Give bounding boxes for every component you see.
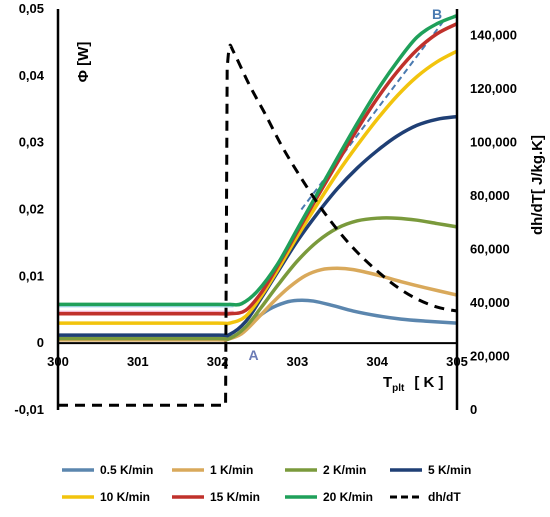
legend-label-dh-dt: dh/dT xyxy=(428,490,461,504)
y-right-tick-label: 40,000 xyxy=(470,295,510,310)
x-tick-label: 300 xyxy=(47,354,69,369)
series-line-15-k-min xyxy=(58,22,458,316)
y-right-tick-label: 20,000 xyxy=(470,349,510,364)
legend-label-15-k-min: 15 K/min xyxy=(210,490,260,504)
series-line-20-k-min xyxy=(57,14,458,307)
y-left-tick-label: 0,01 xyxy=(19,268,44,283)
series-line-5-k-min xyxy=(58,114,458,338)
x-axis-title-main: T xyxy=(383,374,392,391)
legend-label-0-5-k-min: 0.5 K/min xyxy=(100,463,153,477)
legend-label-1-k-min: 1 K/min xyxy=(210,463,253,477)
annotation-a: A xyxy=(248,347,258,363)
x-axis-title-sub: plt xyxy=(392,383,405,394)
series-layer xyxy=(57,14,458,407)
y-right-tick-label: 0 xyxy=(470,402,477,417)
legend-label-2-k-min: 2 K/min xyxy=(323,463,366,477)
y-right-axis-title: dh/dT[ J/kg.K] xyxy=(529,135,546,235)
series-line-2-k-min xyxy=(57,216,458,342)
x-tick-label: 303 xyxy=(287,354,309,369)
y-left-tick-label: 0,04 xyxy=(19,68,45,83)
y-left-axis-title: Φ [W] xyxy=(75,42,92,83)
x-axis-title: Tplt [ K ] xyxy=(383,374,444,394)
y-left-tick-label: 0,03 xyxy=(19,135,44,150)
y-right-tick-label: 80,000 xyxy=(470,188,510,203)
series-line-10-k-min xyxy=(57,49,458,326)
series-line-dh-dt xyxy=(58,43,458,407)
y-right-tick-label: 120,000 xyxy=(470,81,517,96)
x-tick-label: 301 xyxy=(127,354,149,369)
y-left-tick-label: 0 xyxy=(37,335,44,350)
legend-label-20-k-min: 20 K/min xyxy=(323,490,373,504)
legend-label-5-k-min: 5 K/min xyxy=(428,463,471,477)
axes-layer xyxy=(56,9,459,410)
y-right-tick-label: 140,000 xyxy=(470,28,517,43)
x-tick-label: 305 xyxy=(446,354,468,369)
y-left-tick-label: 0,05 xyxy=(19,1,44,16)
y-left-tick-label: 0,02 xyxy=(19,202,44,217)
x-tick-label: 304 xyxy=(366,354,388,369)
y-left-tick-label: -0,01 xyxy=(14,402,44,417)
x-axis-title-unit: [ K ] xyxy=(414,374,443,391)
legend: 0.5 K/min 1 K/min 2 K/min 5 K/min 10 K/min 15… xyxy=(62,463,471,504)
reference-lines-layer xyxy=(58,18,446,313)
annotation-b: B xyxy=(432,6,442,22)
annotations-layer: AB xyxy=(248,6,442,363)
y-right-tick-label: 60,000 xyxy=(470,242,510,257)
legend-label-10-k-min: 10 K/min xyxy=(100,490,150,504)
y-right-tick-label: 100,000 xyxy=(470,135,517,150)
x-tick-label: 302 xyxy=(207,354,229,369)
tick-labels-layer: -0,01 0 0,01 0,02 0,03 0,04 0,05 0 20,000 40,000 6… xyxy=(14,1,517,417)
